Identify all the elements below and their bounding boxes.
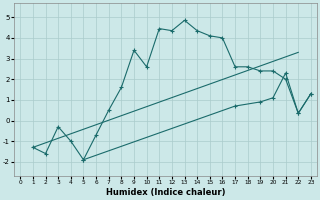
X-axis label: Humidex (Indice chaleur): Humidex (Indice chaleur): [106, 188, 225, 197]
